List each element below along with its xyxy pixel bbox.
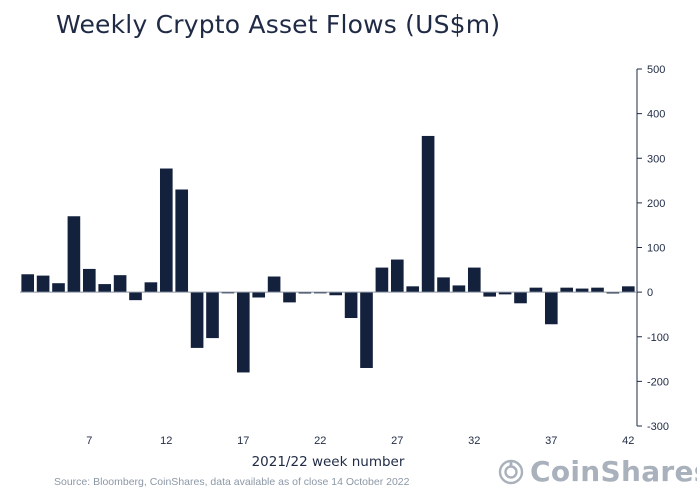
bar-week-5 — [52, 283, 65, 293]
bar-week-40 — [591, 287, 604, 293]
bar-week-36 — [529, 287, 543, 293]
bar-week-6 — [67, 216, 81, 293]
bar-week-34 — [498, 292, 512, 295]
y-tick-label: 100 — [647, 243, 665, 255]
bar-week-11 — [144, 282, 158, 293]
x-tick-label: 42 — [622, 435, 634, 447]
bar-week-42 — [621, 286, 635, 293]
bar-week-38 — [560, 287, 574, 293]
bar-week-12 — [159, 168, 173, 293]
bar-week-9 — [113, 275, 127, 293]
bar-week-19 — [267, 276, 281, 293]
y-axis: 500 400 300 200 100 0 -100 -200 -300 — [636, 64, 669, 433]
bar-week-39 — [575, 288, 589, 293]
bar-week-20 — [283, 292, 296, 303]
x-axis-title: 2021/22 week number — [252, 454, 405, 470]
bar-week-15 — [206, 292, 219, 339]
y-tick-label: -200 — [647, 376, 669, 388]
x-tick-label: 7 — [86, 435, 92, 447]
bar-week-27 — [390, 259, 404, 293]
x-tick-label: 12 — [160, 435, 172, 447]
bar-week-23 — [329, 292, 343, 296]
bar-week-29 — [421, 135, 435, 293]
x-tick-label: 27 — [391, 435, 403, 447]
x-tick-label: 32 — [468, 435, 480, 447]
bar-chart: 500 400 300 200 100 0 -100 -200 -300 7 12 17 22 27 32… — [20, 64, 669, 470]
coinshares-logo: CoinShares — [498, 455, 697, 488]
bar-week-41 — [606, 292, 620, 294]
y-tick-label: 500 — [647, 64, 665, 76]
coinshares-logo-icon — [498, 459, 524, 484]
bar-week-3 — [21, 274, 35, 293]
bar-week-24 — [344, 292, 358, 319]
bar-week-32 — [467, 267, 481, 293]
bars-group — [20, 135, 636, 373]
y-tick-label: -100 — [647, 332, 669, 344]
bar-week-35 — [514, 292, 527, 304]
bar-week-22 — [313, 292, 327, 294]
bar-week-17 — [236, 292, 250, 373]
bar-week-37 — [544, 292, 558, 325]
bar-week-4 — [36, 275, 50, 293]
x-tick-label: 37 — [545, 435, 557, 447]
logo-text: CoinShares — [530, 455, 697, 488]
source-note: Source: Bloomberg, CoinShares, data avai… — [54, 476, 410, 488]
bar-week-25 — [360, 292, 373, 368]
bar-week-13 — [175, 189, 189, 293]
x-axis: 7 12 17 22 27 32 37 42 — [86, 435, 634, 447]
bar-week-31 — [452, 285, 466, 293]
bar-week-30 — [437, 277, 450, 293]
bar-week-14 — [190, 292, 204, 348]
y-tick-label: 200 — [647, 198, 665, 210]
bar-week-18 — [252, 292, 266, 298]
chart-title: Weekly Crypto Asset Flows (US$m) — [56, 10, 501, 39]
y-tick-label: 0 — [647, 287, 653, 299]
y-tick-label: -300 — [647, 421, 669, 433]
y-tick-label: 300 — [647, 153, 665, 165]
bar-week-26 — [375, 267, 389, 293]
bar-week-8 — [98, 284, 112, 293]
bar-week-10 — [129, 292, 142, 301]
x-tick-label: 17 — [237, 435, 249, 447]
bar-week-33 — [483, 292, 497, 297]
x-tick-label: 22 — [314, 435, 326, 447]
y-tick-label: 400 — [647, 109, 665, 121]
bar-week-28 — [406, 286, 420, 293]
bar-week-16 — [221, 292, 235, 294]
bar-week-7 — [82, 268, 96, 293]
bar-week-21 — [298, 292, 312, 294]
